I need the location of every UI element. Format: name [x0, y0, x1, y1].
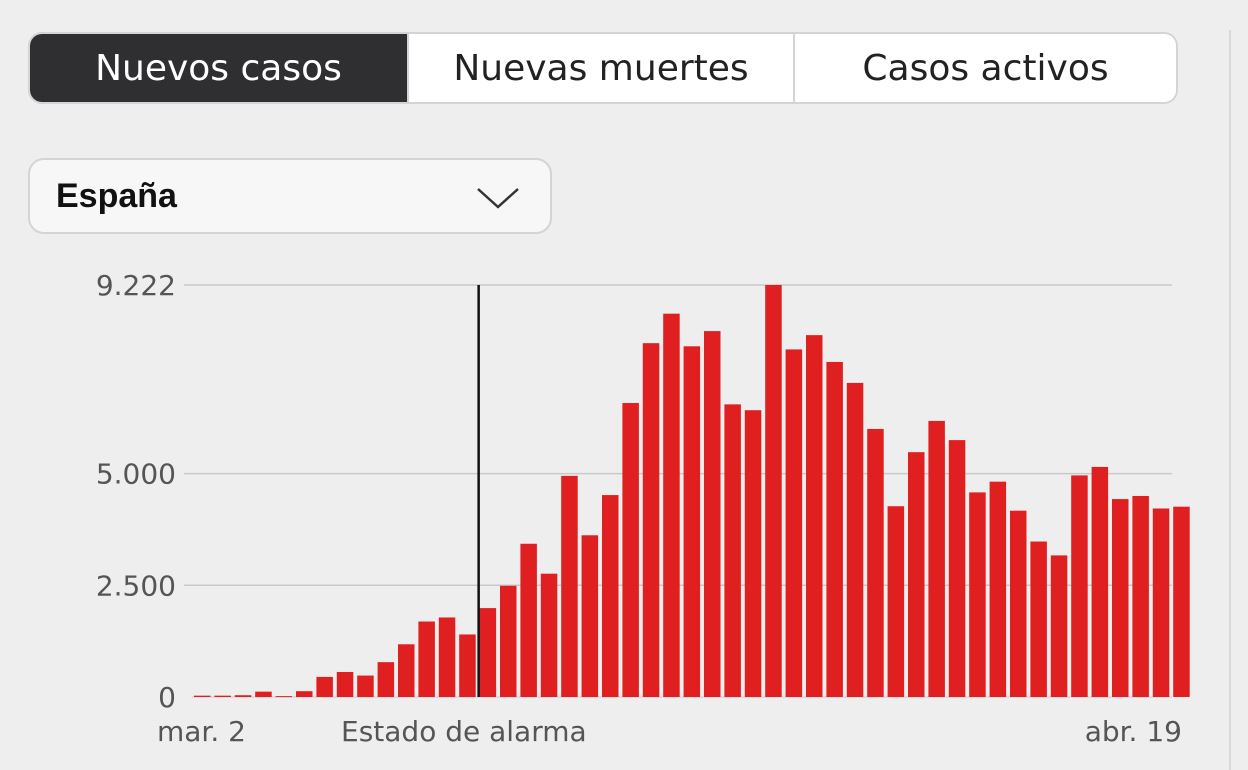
tab-casos-activos[interactable]: Casos activos — [795, 34, 1176, 102]
bar-2 — [234, 695, 252, 697]
bar-15 — [500, 585, 517, 697]
bar-7 — [336, 671, 354, 697]
bar-46 — [1132, 495, 1149, 697]
bar-18 — [561, 475, 578, 697]
bar-24 — [683, 346, 701, 697]
bar-16 — [520, 543, 537, 697]
y-tick-label-1: 2.500 — [96, 569, 176, 602]
bar-42 — [1050, 555, 1068, 697]
tab-nuevos-casos[interactable]: Nuevos casos — [30, 34, 409, 102]
bar-45 — [1112, 499, 1129, 697]
bar-14 — [479, 608, 497, 697]
bar-19 — [581, 535, 599, 697]
bar-41 — [1030, 541, 1047, 697]
bar-27 — [744, 410, 762, 697]
bar-26 — [724, 404, 741, 697]
bar-22 — [642, 343, 660, 697]
bar-40 — [1010, 510, 1027, 697]
tab-nuevas-muertes[interactable]: Nuevas muertes — [409, 34, 795, 102]
bar-10 — [398, 644, 415, 697]
y-tick-label-3: 9.222 — [96, 269, 176, 302]
bar-28 — [765, 285, 782, 697]
metric-tabs: Nuevos casos Nuevas muertes Casos activo… — [28, 32, 1178, 104]
bar-34 — [887, 506, 905, 697]
bar-6 — [316, 676, 333, 697]
bar-20 — [602, 495, 619, 697]
region-select-value: España — [56, 176, 177, 215]
annotation-label: Estado de alarma — [341, 715, 587, 748]
bar-0 — [194, 695, 211, 697]
bar-23 — [663, 313, 680, 697]
chart-x-axis-labels: mar. 2 abr. 19 Estado de alarma — [157, 715, 1182, 748]
bar-32 — [846, 382, 864, 697]
bar-9 — [377, 662, 395, 697]
bar-43 — [1071, 475, 1088, 697]
bar-30 — [806, 335, 823, 697]
y-tick-label-2: 5.000 — [96, 458, 176, 491]
bar-8 — [357, 675, 374, 697]
bar-25 — [704, 331, 721, 697]
chevron-down-icon — [477, 188, 519, 209]
x-label-start: mar. 2 — [157, 715, 246, 748]
bar-48 — [1173, 506, 1190, 697]
bar-47 — [1152, 508, 1170, 697]
bar-4 — [275, 696, 293, 698]
bar-13 — [459, 634, 476, 697]
bar-1 — [214, 695, 231, 697]
bar-44 — [1091, 466, 1109, 697]
bar-5 — [296, 691, 313, 697]
region-select[interactable]: España — [28, 158, 552, 234]
bar-31 — [826, 361, 843, 697]
bar-11 — [418, 621, 435, 697]
bar-35 — [908, 452, 925, 697]
bar-37 — [948, 440, 966, 697]
bar-33 — [867, 428, 884, 697]
bar-38 — [969, 492, 986, 697]
bar-21 — [622, 403, 639, 697]
chart-bars — [194, 285, 1190, 698]
bar-17 — [540, 573, 558, 697]
y-tick-label-0: 0 — [158, 681, 176, 714]
bar-12 — [438, 617, 456, 697]
chart-y-axis-labels: 0 2.500 5.000 9.222 — [96, 269, 176, 714]
x-label-end: abr. 19 — [1085, 715, 1182, 748]
bar-3 — [255, 691, 272, 697]
bar-29 — [785, 349, 803, 697]
right-divider — [1229, 30, 1231, 770]
bar-39 — [989, 481, 1007, 697]
bar-36 — [928, 420, 945, 697]
